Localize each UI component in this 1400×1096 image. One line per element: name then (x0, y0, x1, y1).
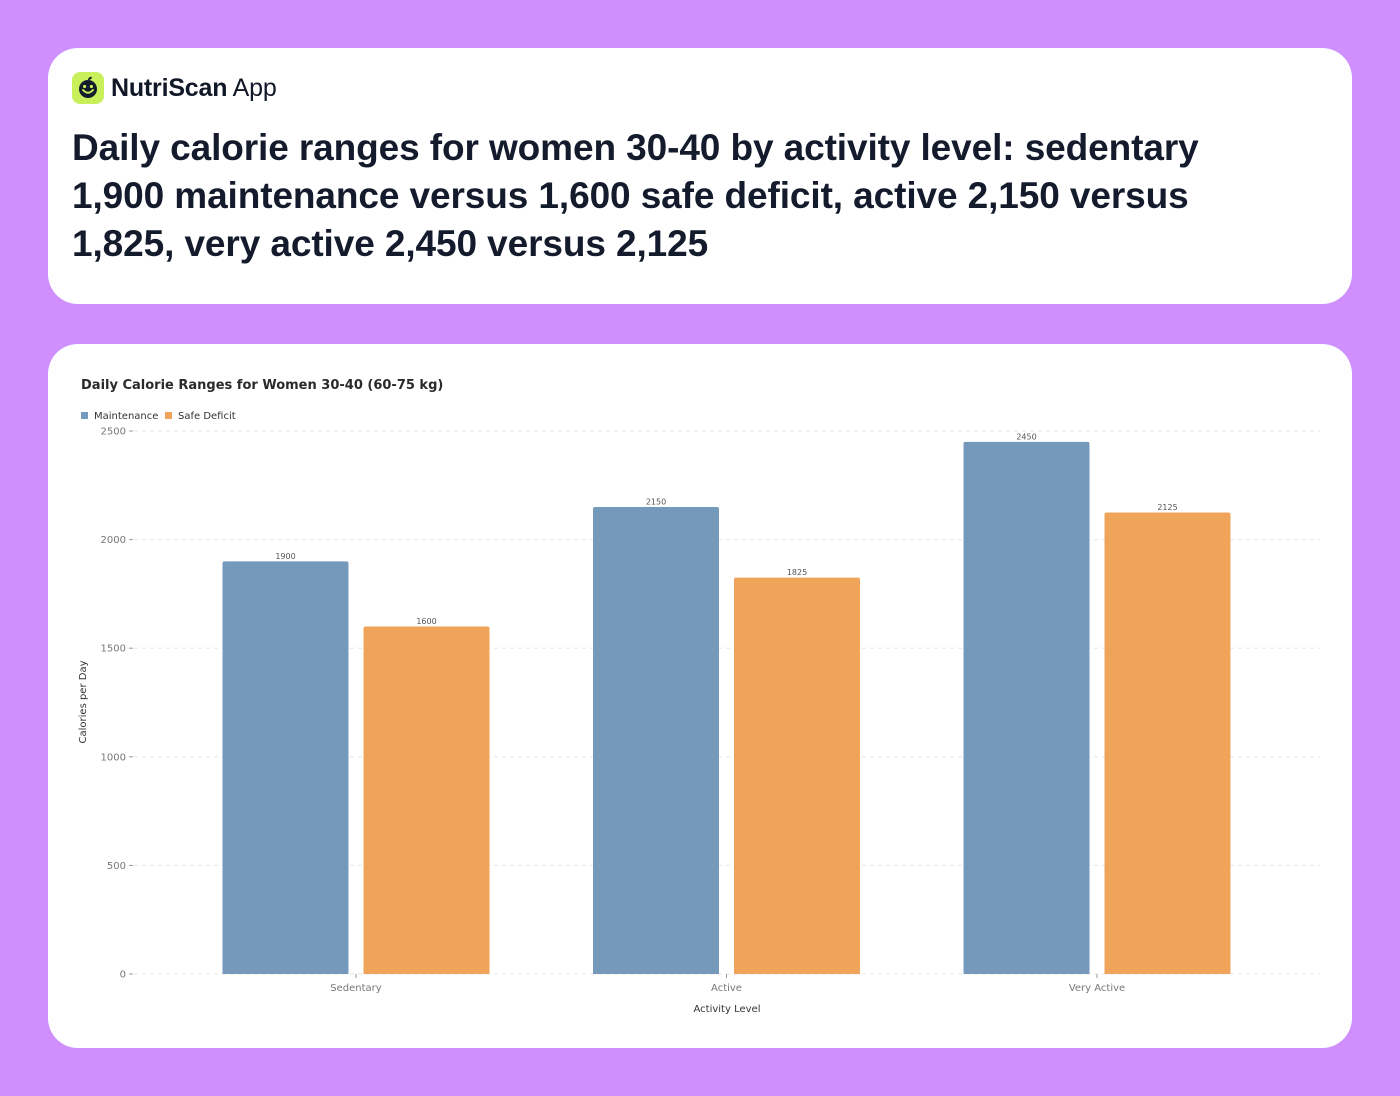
legend-label-maintenance: Maintenance (94, 411, 158, 422)
x-axis-ticks: Sedentary Active Very Active (330, 974, 1125, 994)
y-tick-label-0: 0 (120, 970, 126, 981)
y-tick-label-2000: 2000 (101, 535, 126, 546)
chart-title: Daily Calorie Ranges for Women 30-40 (60… (81, 378, 443, 393)
chart-card: Daily Calorie Ranges for Women 30-40 (60… (48, 344, 1352, 1048)
x-tick-label-active: Active (711, 983, 742, 994)
headline: Daily calorie ranges for women 30-40 by … (72, 127, 1199, 264)
bar-safe-deficit-very-active (1104, 512, 1231, 974)
brand-name: NutriScan App (111, 74, 277, 103)
legend-label-safe-deficit: Safe Deficit (178, 411, 236, 422)
bar-safe-deficit-active (734, 577, 860, 974)
x-axis-label: Activity Level (694, 1004, 761, 1015)
bar-maintenance-sedentary (222, 561, 349, 974)
y-tick-label-500: 500 (107, 861, 126, 872)
smiley-leaf-icon (72, 72, 104, 104)
data-label-maintenance-very-active: 2450 (1016, 432, 1036, 441)
x-tick-label-very-active: Very Active (1069, 983, 1125, 994)
y-tick-label-1000: 1000 (101, 752, 126, 763)
bars (222, 441, 1231, 974)
bar-safe-deficit-sedentary (363, 626, 490, 974)
y-axis-ticks: 0 500 1000 1500 2000 2500 (101, 427, 133, 981)
brand-name-bold: NutriScan (111, 73, 228, 102)
y-tick-label-1500: 1500 (101, 644, 126, 655)
data-labels: 1900 1600 2150 1825 2450 2125 (275, 432, 1177, 626)
data-label-maintenance-sedentary: 1900 (275, 552, 295, 561)
y-tick-label-2500: 2500 (101, 427, 126, 438)
data-label-maintenance-active: 2150 (646, 498, 666, 507)
x-tick-label-sedentary: Sedentary (330, 983, 381, 994)
brand-name-light: App (232, 73, 277, 102)
data-label-safe-deficit-very-active: 2125 (1157, 503, 1177, 512)
bar-maintenance-very-active (963, 441, 1090, 974)
legend: Maintenance Safe Deficit (81, 411, 236, 422)
brand: NutriScan App (72, 72, 277, 104)
y-axis-label: Calories per Day (78, 660, 89, 743)
data-label-safe-deficit-active: 1825 (787, 568, 807, 577)
header-card: NutriScan App Daily calorie ranges for w… (48, 48, 1352, 304)
legend-swatch-maintenance (81, 412, 88, 419)
bar-chart: Daily Calorie Ranges for Women 30-40 (60… (78, 378, 1320, 1015)
legend-swatch-safe-deficit (165, 412, 172, 419)
bar-maintenance-active (593, 507, 719, 974)
data-label-safe-deficit-sedentary: 1600 (416, 617, 436, 626)
